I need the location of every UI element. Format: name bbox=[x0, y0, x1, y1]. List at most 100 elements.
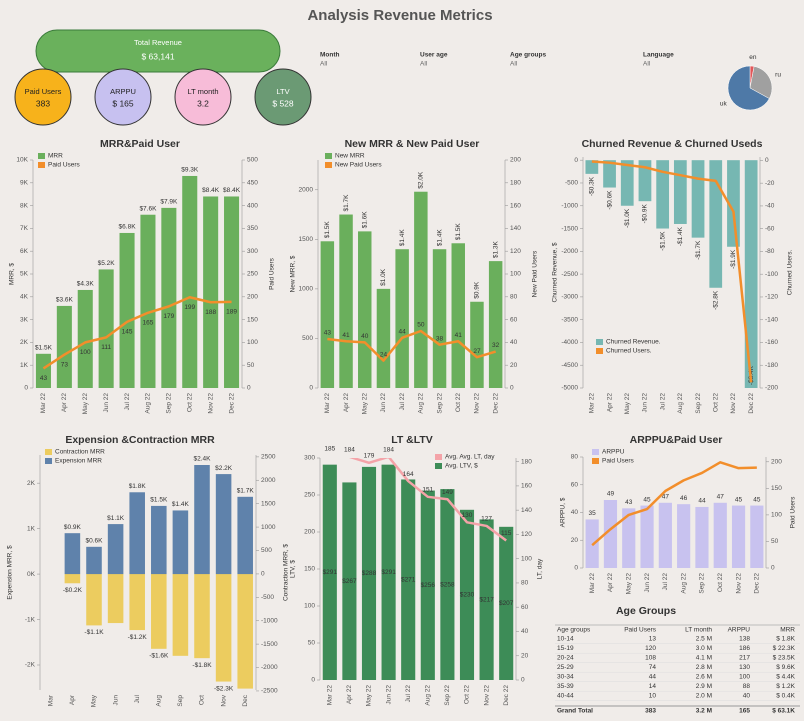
y-axis-label: ARPPU, $ bbox=[560, 497, 567, 527]
y2-tick-label: 20 bbox=[521, 652, 529, 659]
legend-swatch bbox=[592, 458, 599, 464]
line-label: 127 bbox=[481, 516, 492, 523]
bar bbox=[203, 196, 219, 388]
bar bbox=[215, 474, 232, 575]
table-total: $ 63.1K bbox=[772, 708, 795, 715]
line-label: 179 bbox=[364, 453, 375, 460]
y-tick-label: 60 bbox=[571, 481, 579, 488]
bar bbox=[622, 508, 636, 568]
legend-swatch bbox=[435, 463, 442, 469]
bar-label: $1.0K bbox=[380, 268, 387, 286]
y2-tick-label: -200 bbox=[765, 385, 778, 392]
bar bbox=[172, 510, 189, 575]
legend-swatch bbox=[38, 162, 45, 168]
bar bbox=[585, 160, 599, 174]
x-tick-label: Sep 22 bbox=[444, 685, 451, 706]
legend-swatch bbox=[45, 458, 52, 464]
bar-label: 46 bbox=[680, 495, 688, 502]
y2-tick-label: 100 bbox=[510, 271, 521, 278]
legend-label: Paid Users bbox=[602, 458, 635, 465]
bar bbox=[638, 160, 652, 202]
table-cell: 108 bbox=[645, 655, 656, 662]
x-tick-label: May 22 bbox=[82, 393, 89, 415]
y-tick-label: 5K bbox=[20, 271, 29, 278]
y-tick-label: -2500 bbox=[561, 271, 578, 278]
bar bbox=[194, 573, 210, 659]
line-label: 50 bbox=[417, 322, 425, 329]
x-tick-label: Aug 22 bbox=[145, 393, 152, 414]
bar-label: $217 bbox=[479, 596, 494, 603]
bar bbox=[64, 533, 81, 575]
table-cell: 217 bbox=[739, 655, 750, 662]
y2-tick-label: 400 bbox=[247, 202, 258, 209]
y-tick-label: 500 bbox=[302, 335, 313, 342]
legend-swatch bbox=[45, 449, 52, 455]
table-cell: $ 4.4K bbox=[776, 674, 795, 681]
x-tick-label: Jul bbox=[134, 694, 141, 703]
bar bbox=[35, 353, 51, 388]
bar bbox=[709, 160, 723, 288]
y-axis-label: Expension MRR, $ bbox=[7, 545, 14, 600]
x-tick-label: Aug 22 bbox=[425, 685, 432, 706]
table-cell: 10 bbox=[649, 693, 657, 700]
x-tick-label: Oct 22 bbox=[186, 393, 193, 413]
y2-tick-label: -140 bbox=[765, 316, 778, 323]
y2-tick-label: -2500 bbox=[261, 688, 278, 695]
bar bbox=[172, 573, 189, 656]
bar-label: -$2.3K bbox=[214, 685, 234, 692]
y-tick-label: 8K bbox=[20, 202, 29, 209]
table-cell: 3.0 M bbox=[696, 645, 712, 652]
y2-tick-label: 120 bbox=[521, 531, 532, 538]
bar bbox=[470, 301, 484, 388]
bar bbox=[215, 573, 232, 682]
legend-label: New Paid Users bbox=[335, 162, 382, 169]
table-cell: 25-29 bbox=[557, 664, 574, 671]
y-tick-label: 9K bbox=[20, 180, 29, 187]
table-cell: $ 23.5K bbox=[773, 655, 796, 662]
legend-label: MRR bbox=[48, 153, 63, 160]
bar-label: -$2.8K bbox=[712, 290, 719, 310]
legend-swatch bbox=[596, 348, 603, 354]
y-tick-label: -2000 bbox=[561, 248, 578, 255]
table-cell: 30-34 bbox=[557, 674, 574, 681]
y-tick-label: 0 bbox=[311, 677, 315, 684]
bar-label: $1.8K bbox=[129, 483, 147, 490]
y-tick-label: 1000 bbox=[299, 286, 314, 293]
bar bbox=[658, 502, 672, 568]
y-tick-label: 150 bbox=[304, 566, 315, 573]
line-label: 179 bbox=[163, 313, 174, 320]
bar-label: $1.1K bbox=[107, 515, 125, 522]
x-tick-label: Nov 22 bbox=[730, 393, 737, 414]
legend-label: ARPPU bbox=[602, 449, 625, 456]
y2-tick-label: 0 bbox=[765, 157, 769, 164]
bar-label: 47 bbox=[662, 494, 670, 501]
bar-label: 44 bbox=[698, 498, 706, 505]
y2-tick-label: -1000 bbox=[261, 617, 278, 624]
filter-label: Age groups bbox=[510, 52, 546, 59]
table-cell: $ 22.3K bbox=[773, 645, 796, 652]
bar bbox=[640, 505, 654, 568]
bar-label: $1.5K bbox=[150, 497, 168, 504]
table-cell: 130 bbox=[739, 664, 750, 671]
x-tick-label: Apr 22 bbox=[346, 685, 353, 705]
bar-label: -$0.6K bbox=[606, 190, 613, 210]
bar-label: $9.3K bbox=[181, 167, 199, 174]
x-tick-label: Nov 22 bbox=[735, 573, 742, 594]
table-cell: 120 bbox=[645, 645, 656, 652]
y2-tick-label: 2500 bbox=[261, 454, 276, 461]
bar bbox=[451, 243, 465, 388]
bar-label: $1.3K bbox=[492, 240, 499, 258]
bar bbox=[194, 465, 210, 575]
bar-label: -$1.4K bbox=[677, 226, 684, 246]
y-tick-label: -1500 bbox=[561, 225, 578, 232]
bar-label: $1.5K bbox=[35, 345, 53, 352]
table-cell: 15-19 bbox=[557, 645, 574, 652]
y2-tick-label: 20 bbox=[510, 362, 518, 369]
line-label: 24 bbox=[380, 351, 388, 358]
y2-tick-label: 1500 bbox=[261, 500, 276, 507]
bar-label: 49 bbox=[607, 491, 615, 498]
table-cell: $ 1.2K bbox=[776, 683, 795, 690]
chart-title: MRR&Paid User bbox=[100, 138, 180, 150]
bar bbox=[151, 573, 167, 649]
x-tick-label: Oct 22 bbox=[712, 393, 719, 413]
